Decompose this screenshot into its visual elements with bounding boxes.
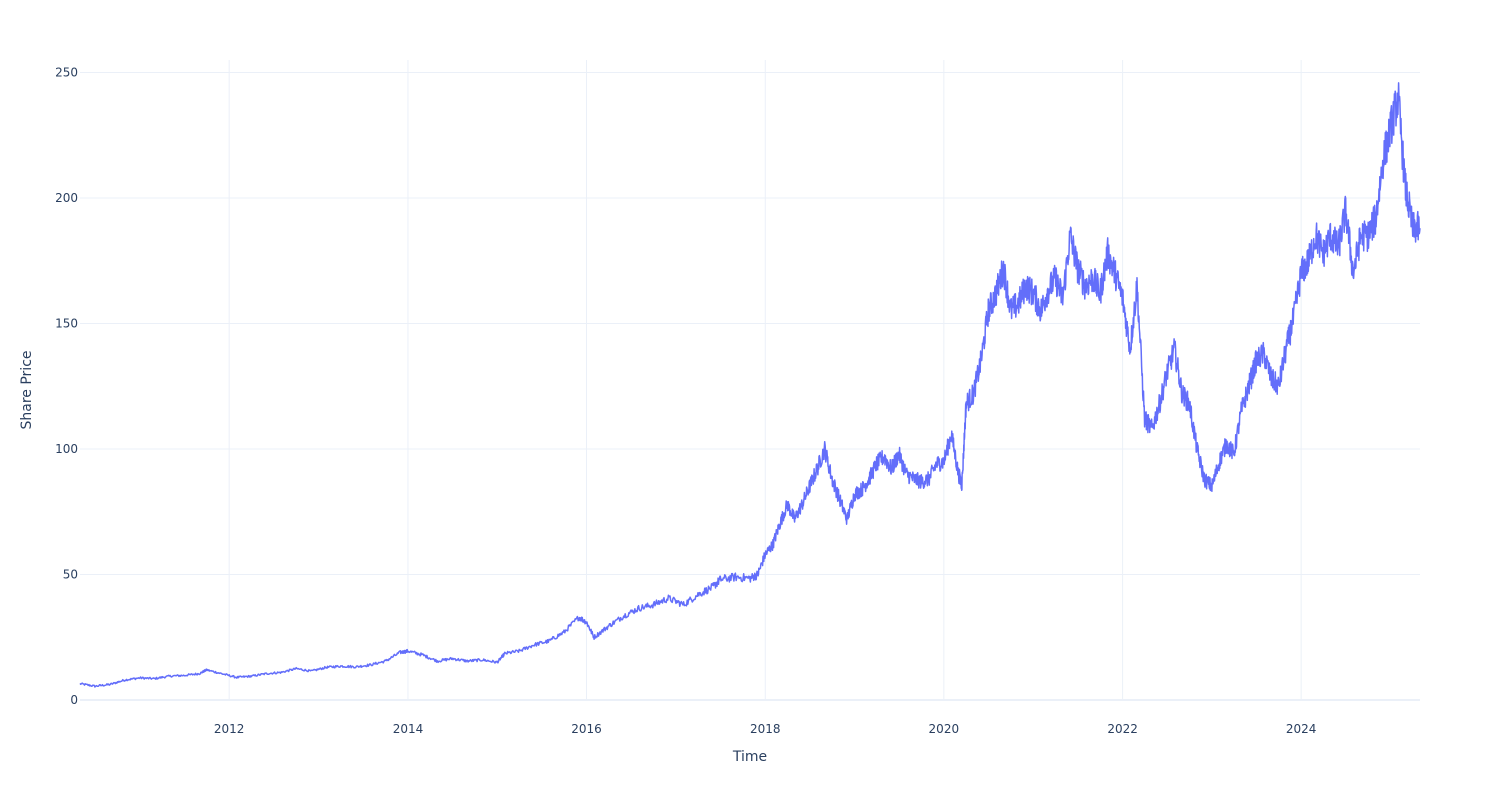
share-price-line xyxy=(79,82,1421,688)
x-axis-title: Time xyxy=(732,749,767,765)
y-tick-label: 150 xyxy=(55,317,78,331)
x-tick-label: 2012 xyxy=(214,722,245,736)
y-axis-title: Share Price xyxy=(19,350,35,429)
x-tick-label: 2020 xyxy=(929,722,960,736)
x-tick-label: 2016 xyxy=(571,722,602,736)
x-tick-label: 2018 xyxy=(750,722,781,736)
y-tick-label: 0 xyxy=(70,693,78,707)
y-tick-label: 250 xyxy=(55,66,78,80)
x-tick-label: 2024 xyxy=(1286,722,1317,736)
y-tick-label: 50 xyxy=(63,568,78,582)
x-tick-label: 2022 xyxy=(1107,722,1138,736)
grid-lines xyxy=(80,60,1420,700)
x-axis-ticks: 2012 2014 2016 2018 2020 2022 2024 xyxy=(214,722,1316,736)
x-tick-label: 2014 xyxy=(393,722,424,736)
y-axis-ticks: 0 50 100 150 200 250 xyxy=(55,66,78,707)
y-tick-label: 200 xyxy=(55,191,78,205)
y-tick-label: 100 xyxy=(55,442,78,456)
